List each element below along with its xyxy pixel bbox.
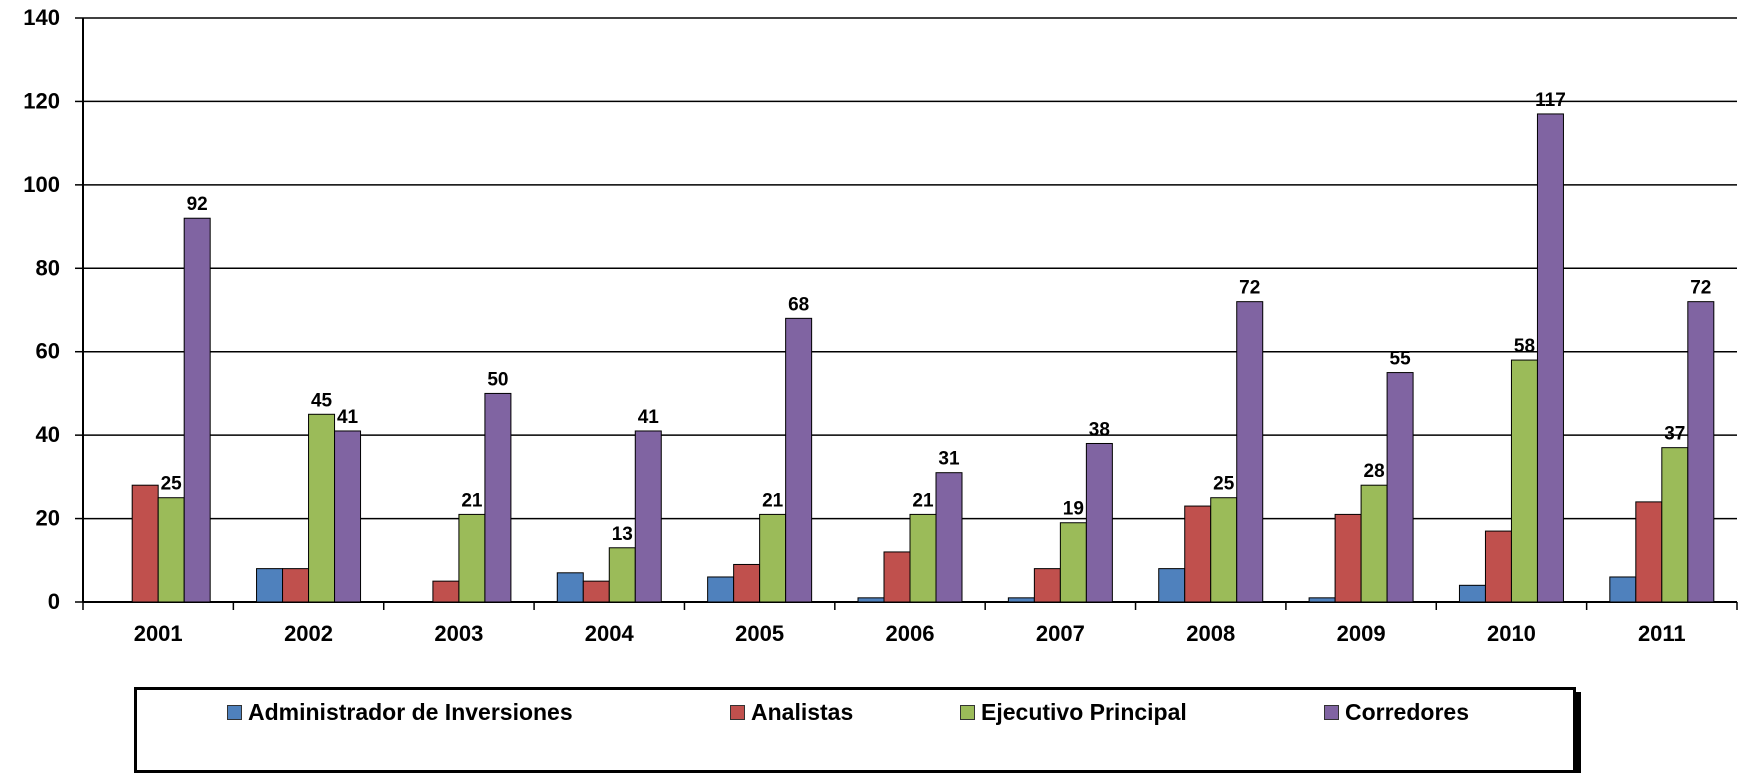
bar bbox=[158, 498, 184, 602]
data-label: 25 bbox=[161, 474, 183, 495]
bar bbox=[910, 514, 936, 602]
bar bbox=[184, 218, 210, 602]
y-tick-label: 120 bbox=[23, 88, 60, 113]
x-tick-label: 2006 bbox=[886, 621, 935, 646]
x-tick-label: 2010 bbox=[1487, 621, 1536, 646]
legend-swatch bbox=[227, 705, 242, 720]
bar bbox=[1185, 506, 1211, 602]
bar bbox=[786, 318, 812, 602]
bar bbox=[1060, 523, 1086, 602]
bar bbox=[1387, 373, 1413, 602]
bar bbox=[1335, 514, 1361, 602]
y-tick-label: 80 bbox=[36, 255, 60, 280]
legend-item-analistas: Analistas bbox=[730, 699, 853, 726]
legend-label: Ejecutivo Principal bbox=[981, 699, 1187, 726]
data-label: 45 bbox=[311, 390, 333, 411]
legend-swatch bbox=[1324, 705, 1339, 720]
bar bbox=[459, 514, 485, 602]
y-tick-label: 0 bbox=[48, 589, 60, 614]
data-label: 19 bbox=[1063, 499, 1084, 520]
bar-chart: 0204060801001201402001259220024541200321… bbox=[0, 0, 1740, 741]
data-label: 37 bbox=[1664, 424, 1685, 445]
bar bbox=[1159, 569, 1185, 602]
bar bbox=[936, 473, 962, 602]
bar bbox=[1034, 569, 1060, 602]
data-label: 25 bbox=[1213, 474, 1235, 495]
data-label: 58 bbox=[1514, 336, 1535, 357]
bar bbox=[1237, 302, 1263, 602]
x-tick-label: 2009 bbox=[1337, 621, 1386, 646]
bar bbox=[335, 431, 361, 602]
bar bbox=[485, 393, 511, 602]
data-label: 41 bbox=[638, 407, 660, 428]
legend-item-corredores: Corredores bbox=[1324, 699, 1469, 726]
bar bbox=[257, 569, 283, 602]
bar bbox=[1008, 598, 1034, 602]
data-label: 28 bbox=[1364, 461, 1385, 482]
bar bbox=[1485, 531, 1511, 602]
y-tick-label: 40 bbox=[36, 422, 60, 447]
x-tick-label: 2004 bbox=[585, 621, 635, 646]
legend-swatch bbox=[730, 705, 745, 720]
x-tick-label: 2011 bbox=[1638, 621, 1686, 646]
bar bbox=[1511, 360, 1537, 602]
legend-label: Analistas bbox=[751, 699, 853, 726]
data-label: 13 bbox=[612, 524, 633, 545]
y-tick-label: 20 bbox=[36, 506, 60, 531]
bar bbox=[609, 548, 635, 602]
legend-item-administrador-de-inversiones: Administrador de Inversiones bbox=[227, 699, 573, 726]
bar bbox=[884, 552, 910, 602]
data-label: 117 bbox=[1535, 90, 1566, 111]
legend-swatch bbox=[960, 705, 975, 720]
y-tick-label: 140 bbox=[23, 5, 60, 30]
data-label: 68 bbox=[788, 294, 809, 315]
bar bbox=[1610, 577, 1636, 602]
x-tick-label: 2003 bbox=[434, 621, 483, 646]
x-tick-label: 2008 bbox=[1186, 621, 1235, 646]
bar bbox=[1662, 448, 1688, 602]
data-label: 50 bbox=[487, 369, 508, 390]
x-tick-label: 2005 bbox=[735, 621, 784, 646]
data-label: 55 bbox=[1390, 349, 1412, 370]
x-tick-label: 2001 bbox=[134, 621, 183, 646]
data-label: 31 bbox=[938, 449, 960, 470]
bar bbox=[433, 581, 459, 602]
bar bbox=[1086, 443, 1112, 602]
legend-label: Administrador de Inversiones bbox=[248, 699, 573, 726]
bar bbox=[734, 564, 760, 602]
bar bbox=[760, 514, 786, 602]
bar bbox=[708, 577, 734, 602]
bar bbox=[1459, 585, 1485, 602]
data-label: 72 bbox=[1690, 278, 1711, 299]
bar bbox=[1309, 598, 1335, 602]
bar bbox=[1636, 502, 1662, 602]
x-tick-label: 2002 bbox=[284, 621, 333, 646]
bar bbox=[1211, 498, 1237, 602]
data-label: 38 bbox=[1089, 419, 1110, 440]
bar bbox=[583, 581, 609, 602]
bar bbox=[1537, 114, 1563, 602]
data-label: 72 bbox=[1239, 278, 1260, 299]
legend: Administrador de Inversiones Analistas E… bbox=[134, 687, 1576, 773]
data-label: 21 bbox=[912, 490, 934, 511]
bar bbox=[1361, 485, 1387, 602]
y-tick-label: 100 bbox=[23, 172, 60, 197]
x-tick-label: 2007 bbox=[1036, 621, 1085, 646]
data-label: 21 bbox=[461, 490, 483, 511]
bar bbox=[557, 573, 583, 602]
legend-label: Corredores bbox=[1345, 699, 1469, 726]
data-label: 92 bbox=[187, 194, 208, 215]
bar bbox=[858, 598, 884, 602]
bar bbox=[283, 569, 309, 602]
bar bbox=[132, 485, 158, 602]
bar bbox=[1688, 302, 1714, 602]
legend-item-ejecutivo-principal: Ejecutivo Principal bbox=[960, 699, 1187, 726]
y-tick-label: 60 bbox=[36, 339, 60, 364]
bar bbox=[635, 431, 661, 602]
bar bbox=[309, 414, 335, 602]
data-label: 21 bbox=[762, 490, 784, 511]
data-label: 41 bbox=[337, 407, 359, 428]
